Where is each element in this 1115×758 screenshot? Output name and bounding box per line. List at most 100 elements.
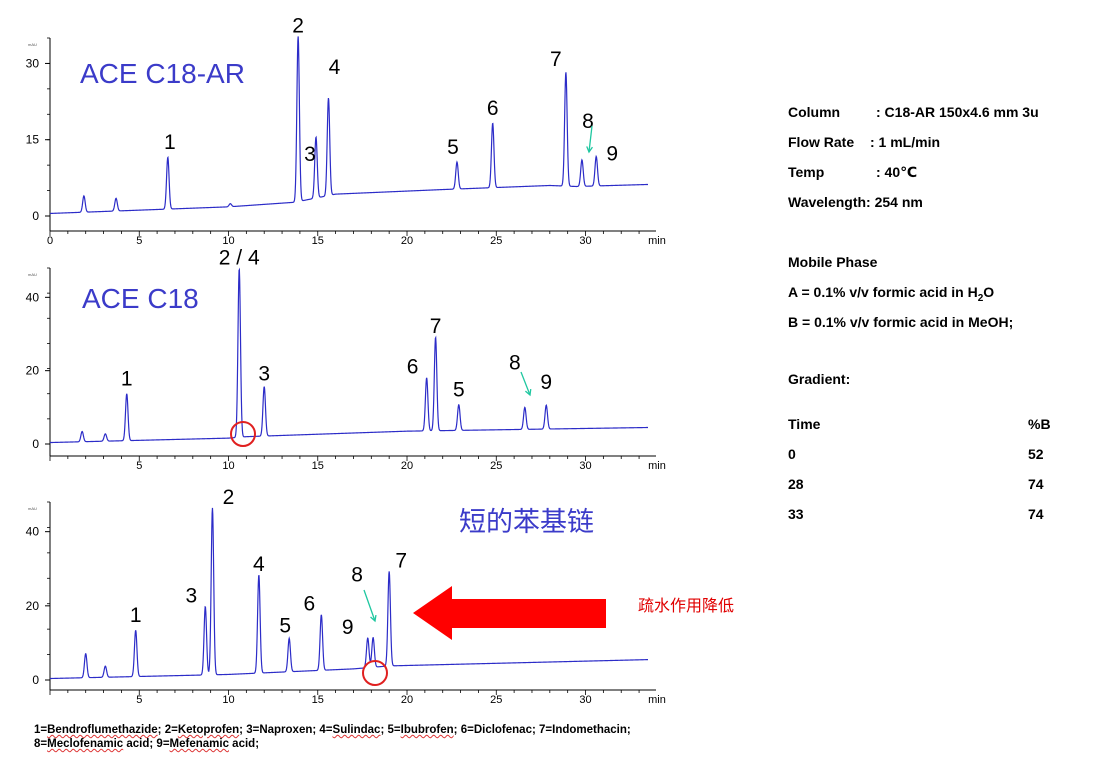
- panel-3-label: 短的苯基链: [459, 507, 594, 537]
- gradient-col-time: Time: [788, 416, 821, 432]
- column-label: Column: [788, 104, 841, 120]
- peak-label: 4: [329, 56, 341, 79]
- y-tick-label: 0: [32, 673, 39, 687]
- peak-8-arrow-panel-3-head: [370, 614, 377, 623]
- peak-label: 3: [304, 143, 316, 166]
- peak-label: 6: [303, 593, 315, 616]
- chromatogram-panel-2: 5 10 15 20 25 30 min 0 20 40 mAU 1 2 / 4 3 67 5 89: [26, 247, 666, 472]
- panel-2-label: ACE C18: [82, 283, 199, 314]
- y-tick-label: 30: [26, 56, 40, 70]
- peak-label: 7: [395, 549, 407, 572]
- flow-label: Flow Rate: [788, 134, 855, 150]
- flow-value: : 1 mL/min: [870, 134, 941, 150]
- y-axis-unit: mAU: [28, 42, 37, 47]
- mobile-phase-title: Mobile Phase: [788, 254, 878, 270]
- peak-label: 1: [121, 368, 133, 391]
- mobile-phase-b: B = 0.1% v/v formic acid in MeOH;: [788, 314, 1014, 330]
- x-axis-unit: min: [648, 460, 666, 472]
- peak-8-arrow-panel-2: [520, 371, 531, 396]
- peak-label: 2 / 4: [219, 247, 260, 270]
- y-tick-label: 40: [26, 525, 40, 539]
- peak-label: 3: [258, 363, 270, 386]
- peak-8-arrow-panel-1: [588, 125, 593, 153]
- chromatogram-panel-1: 0 5 10 15 20 25 30 min 0 15 30 mAU 1 2 3 4 5 6 7 89: [26, 14, 666, 247]
- hydrophobic-annotation: 疏水作用降低: [638, 598, 735, 615]
- x-tick-label: 20: [401, 460, 413, 472]
- y-axis-unit: mAU: [28, 272, 37, 277]
- x-tick-label: 10: [222, 460, 234, 472]
- panel-1-label: ACE C18-AR: [80, 58, 245, 89]
- chromatogram-trace: [49, 507, 649, 680]
- mobile-phase-a: A = 0.1% v/v formic acid in H2O: [788, 284, 995, 304]
- x-tick-label: 0: [47, 235, 53, 247]
- x-tick-label: 25: [490, 694, 502, 706]
- legend-line-2: 8=Meclofenamic acid; 9=Mefenamic acid;: [34, 738, 260, 750]
- peak-label: 6: [407, 356, 419, 379]
- x-tick-label: 5: [136, 235, 142, 247]
- peak-label: 1: [130, 604, 142, 627]
- peak-label: 9: [606, 142, 618, 165]
- y-tick-label: 40: [26, 290, 40, 304]
- peak-label: 8: [582, 110, 594, 133]
- temp-label: Temp: [788, 164, 825, 180]
- peak-label: 3: [185, 584, 197, 607]
- x-tick-label: 30: [579, 460, 591, 472]
- gradient-row-b: 74: [1028, 506, 1044, 522]
- peak-label: 7: [430, 315, 442, 338]
- peak-label: 5: [453, 379, 465, 402]
- peak-label: 1: [164, 131, 176, 154]
- peak-label: 4: [253, 553, 265, 576]
- column-value: : C18-AR 150x4.6 mm 3u: [876, 104, 1039, 120]
- peak-8-arrow-panel-3: [363, 589, 376, 622]
- compound-legend: 1=Bendroflumethazide; 2=Ketoprofen; 3=Na…: [34, 723, 631, 751]
- wavelength: Wavelength: 254 nm: [788, 194, 923, 210]
- peak-label: 2: [223, 486, 235, 509]
- gradient-title: Gradient:: [788, 371, 851, 387]
- big-red-arrow: [413, 586, 606, 640]
- coelution-circle: [230, 421, 256, 447]
- x-tick-label: 15: [312, 460, 324, 472]
- temp-value: : 40℃: [876, 164, 918, 180]
- x-tick-label: 30: [579, 235, 591, 247]
- y-tick-label: 20: [26, 364, 40, 378]
- peak-label: 8: [509, 351, 521, 374]
- legend-line-1: 1=Bendroflumethazide; 2=Ketoprofen; 3=Na…: [34, 724, 631, 736]
- x-tick-label: 15: [312, 235, 324, 247]
- x-tick-label: 15: [312, 694, 324, 706]
- gradient-row-time: 0: [788, 446, 796, 462]
- gradient-row-b: 52: [1028, 446, 1044, 462]
- chromatogram-trace: [50, 267, 649, 444]
- peak-label: 9: [342, 616, 354, 639]
- y-axis-unit: mAU: [28, 506, 37, 511]
- x-tick-label: 10: [222, 235, 234, 247]
- gradient-row-b: 74: [1028, 476, 1044, 492]
- x-tick-label: 30: [579, 694, 591, 706]
- x-axis-unit: min: [648, 694, 666, 706]
- y-tick-label: 0: [32, 437, 39, 451]
- coelution-circle: [362, 660, 388, 686]
- peak-label: 7: [550, 48, 562, 71]
- gradient-col-b: %B: [1028, 416, 1051, 432]
- peak-label: 5: [279, 614, 291, 637]
- peak-label: 8: [351, 564, 363, 587]
- x-tick-label: 20: [401, 694, 413, 706]
- peak-8-arrow-panel-2-head: [524, 388, 532, 397]
- y-tick-label: 15: [26, 133, 40, 147]
- gradient-row-time: 33: [788, 506, 804, 522]
- x-tick-label: 10: [222, 694, 234, 706]
- y-tick-label: 0: [32, 209, 39, 223]
- x-tick-label: 20: [401, 235, 413, 247]
- chromatogram-trace: [49, 36, 649, 215]
- y-tick-label: 20: [26, 599, 40, 613]
- x-tick-label: 25: [490, 460, 502, 472]
- peak-8-arrow-panel-1-head: [586, 146, 593, 154]
- x-tick-label: 5: [136, 694, 142, 706]
- x-tick-label: 5: [136, 460, 142, 472]
- x-tick-label: 25: [490, 235, 502, 247]
- peak-label: 5: [447, 136, 459, 159]
- x-axis-unit: min: [648, 235, 666, 247]
- peak-label: 6: [487, 97, 499, 120]
- peak-label: 9: [540, 371, 552, 394]
